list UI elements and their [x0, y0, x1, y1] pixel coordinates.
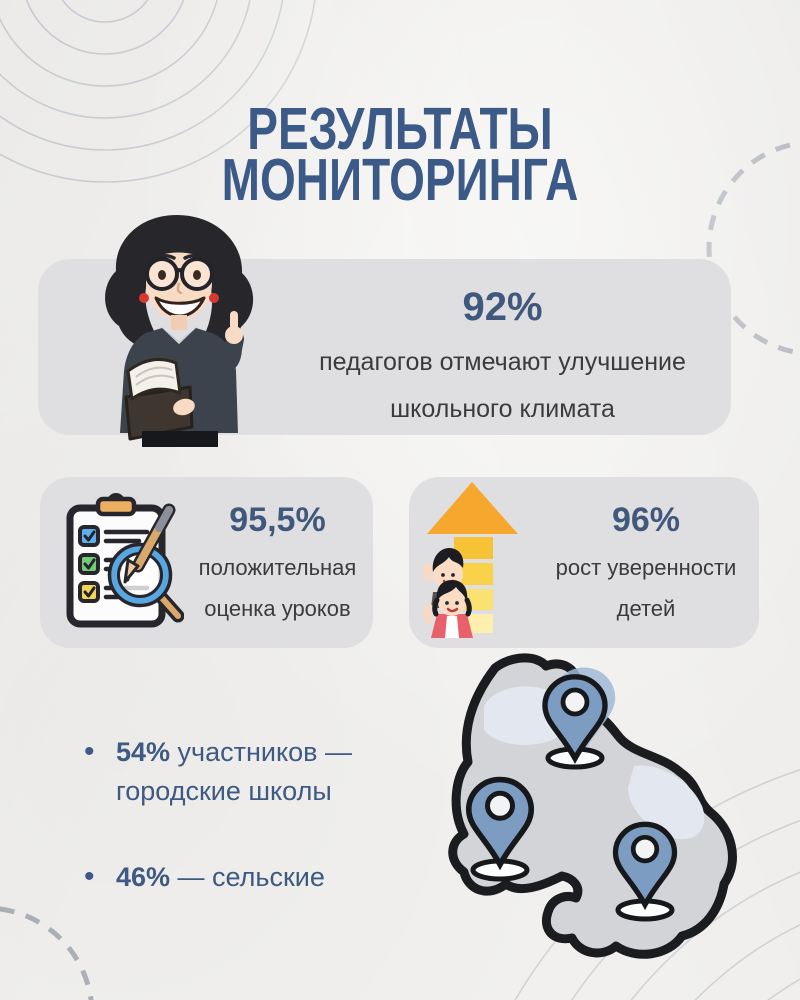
map-location-pins-illustration — [448, 653, 737, 959]
bullet-line: 54% участников — — [116, 733, 352, 772]
map-light-patch — [628, 765, 705, 840]
teacher-neck — [171, 315, 187, 330]
stat-line: педагогов отмечают улучшение — [319, 348, 686, 376]
pencil — [123, 503, 176, 584]
teacher-earring — [139, 293, 149, 303]
page-title-line1: РЕЗУЛЬТАТЫ — [247, 96, 553, 162]
teacher-earring — [209, 293, 219, 303]
bullet-dot: • — [84, 735, 95, 768]
stat-card-lessons-text: 95,5% положительная оценка уроков — [188, 501, 367, 622]
location-pin — [612, 821, 678, 922]
teacher-hand — [225, 326, 243, 344]
bullet-text: — сельские — [170, 862, 325, 892]
book-page-lines — [135, 366, 175, 386]
clipboard-clip — [95, 496, 137, 517]
stat-line: положительная — [198, 555, 357, 580]
teacher-hand-on-book — [173, 398, 195, 416]
child-girl — [422, 580, 473, 638]
list-item: • 46% — сельские — [84, 858, 352, 897]
page-title-line2: МОНИТОРИНГА — [221, 147, 579, 213]
participants-breakdown-list: • 54% участников — городские школы • 46%… — [84, 733, 352, 944]
teacher-skirt — [142, 431, 218, 447]
stat-line: детей — [616, 596, 676, 621]
stat-card-confidence: 96% рост уверенности детей — [409, 477, 759, 648]
list-item: • 54% участников — городские школы — [84, 733, 352, 811]
stat-card-lessons: 95,5% положительная оценка уроков — [40, 477, 373, 648]
teacher-fringe — [146, 244, 212, 263]
stat-line: рост уверенности — [555, 555, 737, 580]
teacher-eye — [193, 270, 201, 280]
stat-card-confidence-text: 96% рост уверенности детей — [539, 501, 753, 622]
teacher-smile — [154, 296, 206, 318]
checklist-magnifier-icon — [66, 493, 184, 628]
teacher-nose — [176, 282, 183, 295]
bullet-dot: • — [84, 860, 95, 893]
bullet-text: участников — — [170, 737, 352, 767]
bullet-text-line2: городские школы — [116, 776, 332, 806]
dashed-circle-bottom-left — [0, 906, 94, 1000]
growth-arrow-children-icon — [422, 482, 518, 638]
location-pin — [465, 776, 535, 882]
page-title: РЕЗУЛЬТАТЫ МОНИТОРИНГА — [0, 96, 800, 213]
stat-value-95-5: 95,5% — [229, 501, 326, 539]
bullet-bold-value: 46% — [116, 862, 171, 892]
stat-card-teachers-text: 92% педагогов отмечают улучшение школьно… — [288, 285, 717, 424]
teacher-arm — [193, 330, 244, 375]
stat-line: оценка уроков — [204, 596, 351, 621]
location-pin — [542, 674, 608, 770]
stat-line: школьного климата — [390, 395, 615, 423]
bullet-bold-value: 54% — [116, 737, 171, 767]
teacher-eye — [158, 270, 166, 280]
teacher-pointing-illustration — [105, 215, 254, 447]
stat-value-92: 92% — [462, 285, 543, 329]
stat-value-96: 96% — [611, 501, 681, 539]
bullet-line: 46% — сельские — [116, 858, 352, 897]
